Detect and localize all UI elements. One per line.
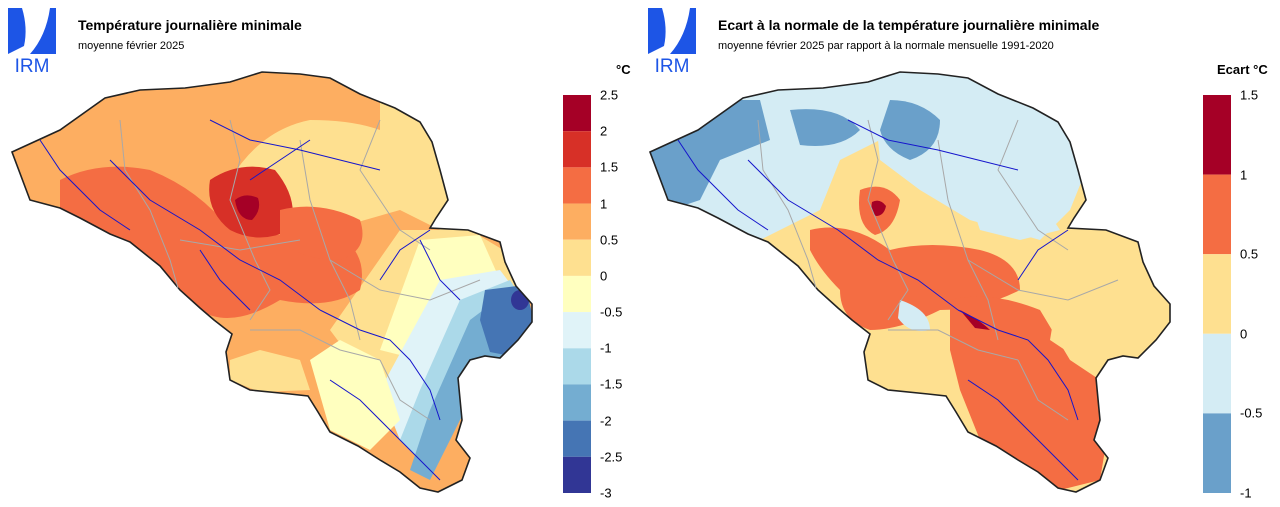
color-legend — [563, 95, 591, 493]
map-title: Température journalière minimale — [78, 17, 302, 33]
legend-swatch — [563, 167, 591, 204]
map-title: Ecart à la normale de la température jou… — [718, 17, 1100, 33]
legend-swatch — [563, 203, 591, 240]
legend-swatch — [1203, 333, 1231, 414]
legend-tick-label: 2 — [600, 123, 608, 139]
legend-swatch — [563, 348, 591, 385]
belgium-map — [10, 71, 533, 493]
legend-unit: °C — [616, 62, 631, 77]
legend-tick-label: 1 — [600, 196, 608, 212]
legend-unit: Ecart °C — [1217, 62, 1268, 77]
irm-logo-icon: IRM — [648, 8, 696, 74]
legend-tick-label: 1 — [1240, 167, 1248, 183]
legend-swatch — [563, 456, 591, 493]
legend-tick-label: -0.5 — [600, 304, 623, 320]
legend-swatch — [1203, 174, 1231, 255]
legend-swatch — [1203, 95, 1231, 175]
color-legend — [1203, 95, 1231, 493]
legend-swatch — [563, 420, 591, 457]
legend-swatch — [563, 275, 591, 313]
legend-swatch — [1203, 413, 1231, 493]
legend-swatch — [563, 239, 591, 276]
legend-swatch — [563, 95, 591, 132]
panel-minimum-temperature: IRM Température journalière minimale moy… — [8, 8, 631, 501]
legend-tick-label: 0 — [1240, 326, 1248, 342]
legend-tick-label: -1 — [1240, 485, 1252, 501]
legend-tick-label: -2.5 — [600, 449, 623, 465]
svg-text:IRM: IRM — [655, 56, 690, 74]
svg-text:IRM: IRM — [15, 56, 50, 74]
belgium-deviation-map — [648, 71, 1171, 493]
legend-tick-label: -0.5 — [1240, 405, 1263, 421]
panel-deviation-from-normal: IRM Ecart à la normale de la température… — [640, 0, 1280, 507]
legend-swatch — [563, 312, 591, 349]
legend-swatch — [1203, 254, 1231, 334]
legend-tick-label: -3 — [600, 485, 612, 501]
legend-tick-label: 0.5 — [600, 232, 619, 248]
legend-tick-label: -2 — [600, 413, 612, 429]
legend-tick-label: -1 — [600, 340, 612, 356]
legend-swatch — [563, 384, 591, 421]
irm-logo-icon: IRM — [8, 8, 56, 74]
map-subtitle: moyenne février 2025 — [78, 40, 185, 52]
legend-tick-label: 1.5 — [600, 159, 619, 175]
legend-tick-label: 2.5 — [600, 87, 619, 103]
legend-tick-label: -1.5 — [600, 376, 623, 392]
map-subtitle: moyenne février 2025 par rapport à la no… — [718, 40, 1054, 52]
legend-swatch — [563, 131, 591, 168]
legend-tick-label: 1.5 — [1240, 87, 1259, 103]
legend-tick-label: 0.5 — [1240, 246, 1259, 262]
legend-tick-label: 0 — [600, 268, 608, 284]
